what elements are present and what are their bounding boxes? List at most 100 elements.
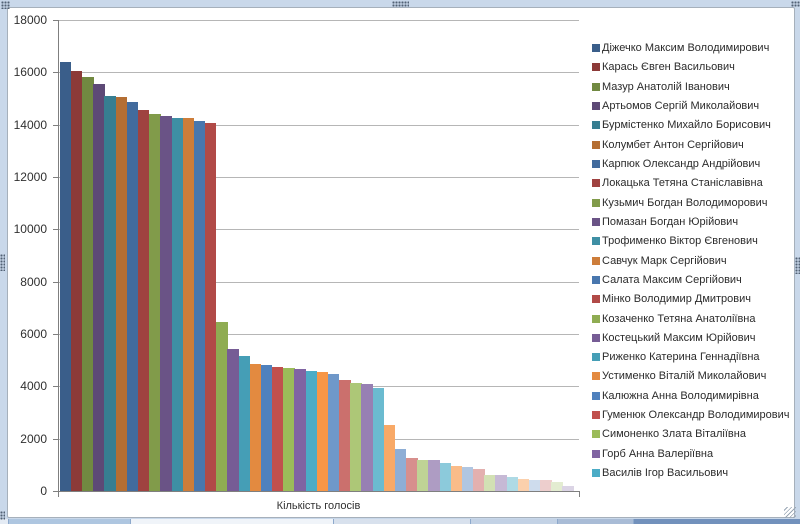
bar-20[interactable] bbox=[272, 367, 284, 491]
legend-swatch-icon bbox=[592, 449, 600, 458]
y-axis-tick bbox=[53, 72, 58, 73]
bar-28[interactable] bbox=[361, 384, 373, 491]
resize-grip-icon[interactable] bbox=[784, 507, 796, 518]
legend-label: Горб Анна Валеріївна bbox=[602, 447, 714, 460]
legend-swatch-icon bbox=[592, 469, 600, 477]
legend-swatch-icon bbox=[592, 198, 600, 207]
gridline bbox=[58, 20, 579, 21]
legend-label: Локацька Тетяна Станіславівна bbox=[602, 177, 763, 190]
y-axis-tick bbox=[53, 125, 58, 126]
bar-9[interactable] bbox=[149, 113, 161, 491]
bar-44[interactable] bbox=[540, 480, 552, 491]
gridline bbox=[58, 282, 579, 283]
y-axis-tick bbox=[53, 229, 58, 230]
y-axis-tick bbox=[53, 491, 58, 492]
selection-handle-top-right[interactable] bbox=[791, 1, 800, 7]
legend-label: Артьомов Сергій Миколайович bbox=[602, 100, 760, 112]
gridline bbox=[58, 177, 579, 178]
bar-16[interactable] bbox=[227, 349, 239, 491]
bar-4[interactable] bbox=[93, 84, 105, 491]
y-axis-tick-label: 12000 bbox=[13, 170, 47, 184]
bar-14[interactable] bbox=[205, 122, 217, 491]
bar-7[interactable] bbox=[126, 102, 139, 491]
bar-13[interactable] bbox=[193, 120, 206, 491]
bar-33[interactable] bbox=[417, 459, 429, 491]
legend-swatch-icon bbox=[592, 140, 600, 149]
bar-31[interactable] bbox=[394, 448, 407, 491]
bottom-cell-segment bbox=[333, 519, 470, 524]
bar-17[interactable] bbox=[238, 356, 250, 491]
bar-38[interactable] bbox=[473, 468, 485, 491]
y-axis-tick-label: 2000 bbox=[20, 432, 47, 446]
y-axis-tick-label: 8000 bbox=[20, 275, 47, 289]
y-axis-tick bbox=[53, 177, 58, 178]
bar-15[interactable] bbox=[216, 321, 228, 491]
bar-2[interactable] bbox=[70, 71, 83, 491]
bar-24[interactable] bbox=[316, 372, 329, 491]
legend-swatch-icon bbox=[592, 217, 600, 226]
selection-handle-left-middle[interactable] bbox=[0, 254, 5, 271]
bar-43[interactable] bbox=[528, 480, 541, 491]
y-axis-tick bbox=[53, 282, 58, 283]
bar-12[interactable] bbox=[182, 118, 195, 491]
legend-label: Симоненко Злата Віталіївна bbox=[602, 428, 746, 441]
legend-label: Кузьмич Богдан Володиморович bbox=[602, 196, 768, 209]
bar-34[interactable] bbox=[428, 460, 440, 491]
legend-label: Калюжна Анна Володимирівна bbox=[602, 389, 759, 402]
bar-22[interactable] bbox=[294, 368, 306, 491]
y-axis-tick-label: 4000 bbox=[20, 379, 47, 393]
legend-swatch-icon bbox=[592, 295, 600, 304]
bar-23[interactable] bbox=[305, 371, 317, 491]
bar-26[interactable] bbox=[339, 379, 351, 491]
bar-45[interactable] bbox=[551, 482, 563, 491]
bottom-cell-segment bbox=[130, 519, 333, 524]
bar-35[interactable] bbox=[439, 463, 452, 491]
bar-29[interactable] bbox=[372, 388, 385, 491]
bar-6[interactable] bbox=[115, 96, 128, 491]
y-axis-tick bbox=[53, 439, 58, 440]
selection-handle-top-left[interactable] bbox=[1, 1, 10, 9]
bar-27[interactable] bbox=[350, 382, 362, 491]
legend-label: Риженко Катерина Геннадіївна bbox=[602, 351, 760, 364]
bar-21[interactable] bbox=[283, 368, 295, 491]
bar-40[interactable] bbox=[495, 474, 507, 491]
bar-41[interactable] bbox=[506, 477, 519, 491]
bar-32[interactable] bbox=[406, 457, 418, 491]
bar-46[interactable] bbox=[562, 485, 574, 491]
bar-37[interactable] bbox=[461, 467, 474, 491]
selection-handle-bottom-left[interactable] bbox=[0, 511, 5, 520]
y-axis-tick bbox=[53, 20, 58, 21]
bar-39[interactable] bbox=[484, 474, 496, 491]
bar-10[interactable] bbox=[160, 116, 172, 491]
bar-19[interactable] bbox=[260, 365, 273, 491]
x-axis-tick bbox=[58, 491, 59, 497]
selection-handle-top-middle[interactable] bbox=[392, 1, 409, 7]
bar-5[interactable] bbox=[104, 96, 116, 491]
chart-object[interactable]: Кількість голосів Діжечко Максим Володим… bbox=[7, 7, 795, 518]
legend-swatch-icon bbox=[592, 44, 600, 52]
bar-1[interactable] bbox=[59, 61, 72, 491]
legend-swatch-icon bbox=[592, 102, 600, 110]
bar-8[interactable] bbox=[137, 110, 150, 491]
bar-42[interactable] bbox=[517, 478, 530, 491]
y-axis-tick-label: 10000 bbox=[13, 222, 47, 236]
y-axis-tick-label: 14000 bbox=[13, 118, 47, 132]
legend-swatch-icon bbox=[592, 82, 600, 91]
bar-30[interactable] bbox=[383, 424, 396, 491]
y-axis-line bbox=[58, 20, 59, 492]
legend-swatch-icon bbox=[592, 237, 600, 246]
bar-3[interactable] bbox=[82, 76, 94, 491]
legend-label: Трофименко Віктор Євгенович bbox=[602, 235, 758, 248]
bottom-cell-segment bbox=[557, 519, 633, 524]
legend-label: Василів Ігор Васильович bbox=[602, 467, 729, 479]
bar-36[interactable] bbox=[450, 465, 463, 491]
selection-handle-right-middle[interactable] bbox=[795, 257, 800, 274]
bar-11[interactable] bbox=[171, 117, 183, 491]
legend-swatch-icon bbox=[592, 314, 600, 323]
legend-label: Салата Максим Сергійович bbox=[602, 273, 742, 286]
bar-18[interactable] bbox=[249, 363, 262, 491]
y-axis-tick bbox=[53, 386, 58, 387]
bar-25[interactable] bbox=[327, 374, 340, 491]
bottom-cell-segment bbox=[8, 519, 130, 524]
